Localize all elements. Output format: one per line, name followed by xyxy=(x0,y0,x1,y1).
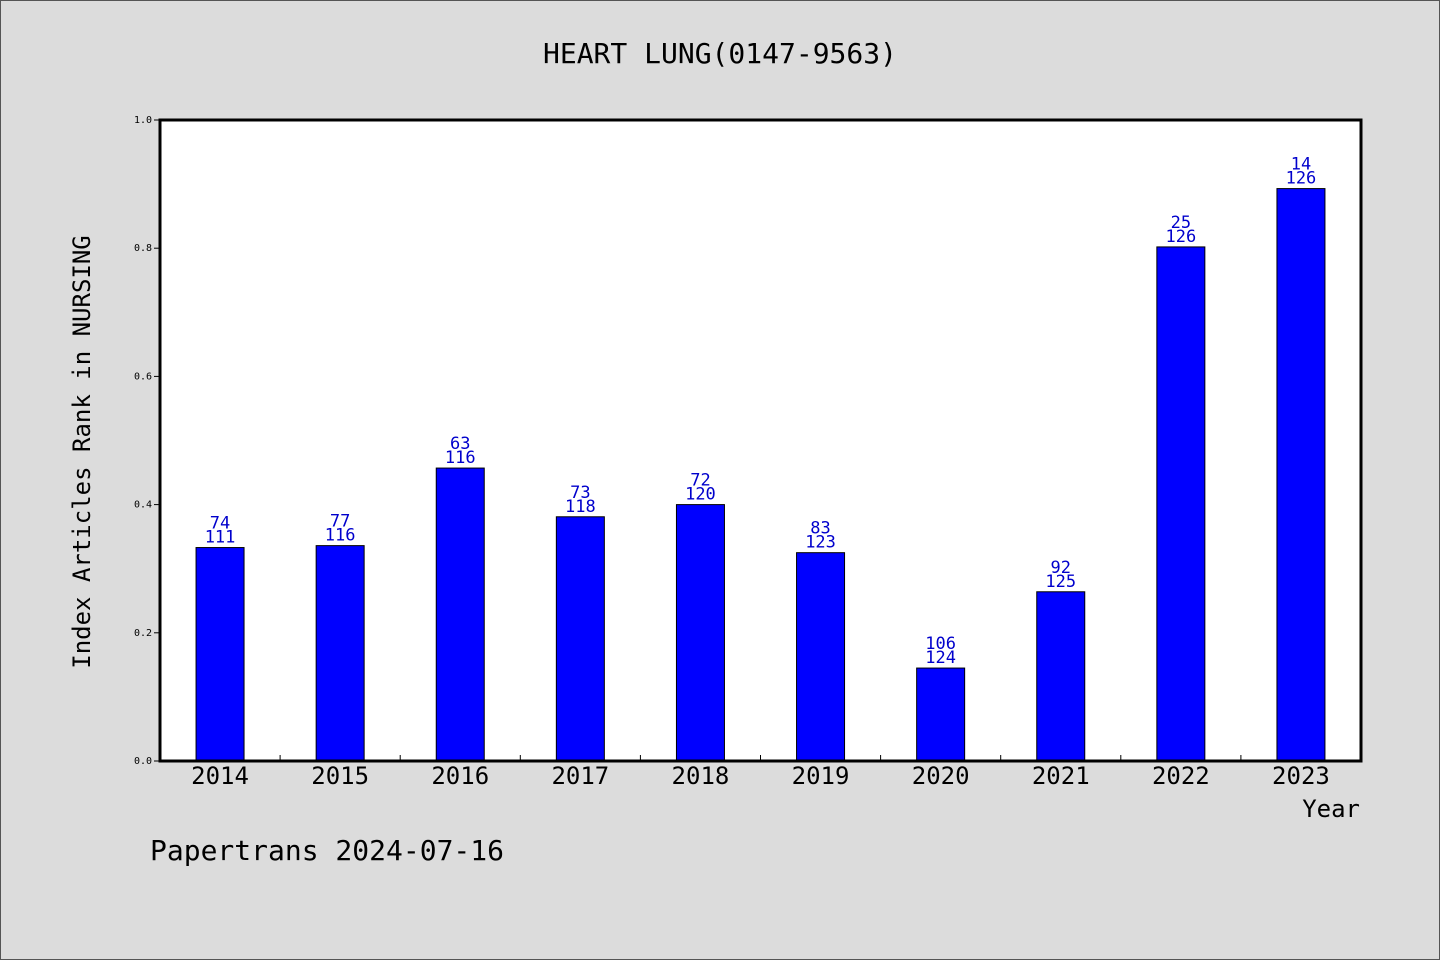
x-tick-label: 2021 xyxy=(1032,762,1090,790)
x-tick-label: 2015 xyxy=(311,762,369,790)
rank-label: 72 xyxy=(690,471,710,491)
y-tick-label: 1.0 xyxy=(134,115,152,126)
x-tick-label: 2019 xyxy=(792,762,850,790)
bar-2020 xyxy=(916,667,966,762)
bar-2022 xyxy=(1156,246,1206,762)
plot-border xyxy=(158,118,1363,763)
total-label: 116 xyxy=(445,448,476,468)
y-tick-label: 0.0 xyxy=(134,756,152,767)
rank-label: 92 xyxy=(1051,558,1071,578)
bar-2016 xyxy=(435,467,485,762)
x-axis-label: Year xyxy=(1302,795,1360,823)
rank-label: 63 xyxy=(450,434,470,454)
total-label: 111 xyxy=(205,528,236,548)
total-label: 116 xyxy=(325,526,356,546)
y-tick-label: 0.4 xyxy=(134,500,152,511)
bar-2018 xyxy=(675,504,725,762)
bar-2017 xyxy=(555,516,605,762)
bar-2023 xyxy=(1276,188,1326,762)
rank-label: 74 xyxy=(210,514,230,534)
chart-title: HEART LUNG(0147-9563) xyxy=(543,37,897,70)
y-tick-label: 0.8 xyxy=(134,243,152,254)
y-tick-label: 0.2 xyxy=(134,628,152,639)
y-tick-label: 0.6 xyxy=(134,371,152,382)
total-label: 125 xyxy=(1045,572,1076,592)
bar-2019 xyxy=(796,552,846,762)
x-tick-label: 2023 xyxy=(1272,762,1330,790)
bar-2021 xyxy=(1036,591,1086,762)
rank-label: 83 xyxy=(810,519,830,539)
total-label: 123 xyxy=(805,533,836,553)
x-tick-label: 2022 xyxy=(1152,762,1210,790)
rank-label: 77 xyxy=(330,512,350,532)
total-label: 126 xyxy=(1165,227,1196,247)
total-label: 126 xyxy=(1286,169,1317,189)
footer-credit: Papertrans 2024-07-16 xyxy=(150,834,505,867)
x-tick-label: 2017 xyxy=(551,762,609,790)
y-axis-label: Index Articles Rank in NURSING xyxy=(68,235,96,668)
total-label: 118 xyxy=(565,497,596,517)
bar-2014 xyxy=(195,547,245,762)
x-tick-label: 2020 xyxy=(912,762,970,790)
x-tick-label: 2018 xyxy=(672,762,730,790)
rank-label: 73 xyxy=(570,483,590,503)
total-label: 124 xyxy=(925,648,956,668)
rank-label: 106 xyxy=(925,634,956,654)
rank-label: 14 xyxy=(1291,155,1311,175)
bar-2015 xyxy=(315,545,365,762)
rank-label: 25 xyxy=(1171,213,1191,233)
x-tick-label: 2014 xyxy=(191,762,249,790)
total-label: 120 xyxy=(685,485,716,505)
x-tick-label: 2016 xyxy=(431,762,489,790)
